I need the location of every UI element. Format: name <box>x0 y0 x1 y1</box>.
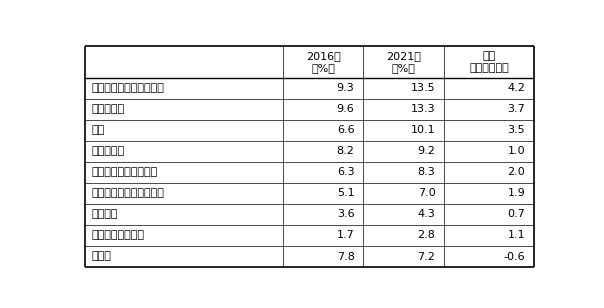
Text: 介護関係: 介護関係 <box>92 209 118 220</box>
Text: 6.3: 6.3 <box>337 168 355 177</box>
Text: 13.3: 13.3 <box>411 104 435 115</box>
Text: 4.2: 4.2 <box>507 83 525 93</box>
Text: 1.7: 1.7 <box>337 230 355 241</box>
Text: 英語以外の外国語: 英語以外の外国語 <box>92 230 144 241</box>
Text: 8.2: 8.2 <box>336 147 355 156</box>
Text: 3.5: 3.5 <box>507 125 525 136</box>
Text: 芸術・文化: 芸術・文化 <box>92 147 125 156</box>
Text: 7.8: 7.8 <box>336 252 355 261</box>
Text: 0.7: 0.7 <box>507 209 525 220</box>
Text: 7.0: 7.0 <box>417 188 435 198</box>
Text: 8.3: 8.3 <box>417 168 435 177</box>
Text: 9.2: 9.2 <box>417 147 435 156</box>
Text: 2021年
（%）: 2021年 （%） <box>387 51 422 73</box>
Text: -0.6: -0.6 <box>504 252 525 261</box>
Text: 家政・家事: 家政・家事 <box>92 104 125 115</box>
Text: 2016年
（%）: 2016年 （%） <box>306 51 341 73</box>
Text: 7.2: 7.2 <box>417 252 435 261</box>
Text: 1.1: 1.1 <box>507 230 525 241</box>
Text: 2.8: 2.8 <box>417 230 435 241</box>
Text: 5.1: 5.1 <box>337 188 355 198</box>
Text: 2.0: 2.0 <box>507 168 525 177</box>
Text: 英語: 英語 <box>92 125 105 136</box>
Text: 6.6: 6.6 <box>337 125 355 136</box>
Text: パソコンなどの情報処理: パソコンなどの情報処理 <box>92 83 164 93</box>
Text: 13.5: 13.5 <box>411 83 435 93</box>
Text: 9.3: 9.3 <box>337 83 355 93</box>
Text: 4.3: 4.3 <box>417 209 435 220</box>
Text: 増減
（ポイント）: 増減 （ポイント） <box>469 51 509 73</box>
Text: 9.6: 9.6 <box>337 104 355 115</box>
Text: その他: その他 <box>92 252 112 261</box>
Text: 10.1: 10.1 <box>411 125 435 136</box>
Text: 1.0: 1.0 <box>507 147 525 156</box>
Text: 3.7: 3.7 <box>507 104 525 115</box>
Text: 商業実務・ビジネス関係: 商業実務・ビジネス関係 <box>92 188 164 198</box>
Text: 3.6: 3.6 <box>337 209 355 220</box>
Text: 1.9: 1.9 <box>507 188 525 198</box>
Text: 人文・社会・自然科学: 人文・社会・自然科学 <box>92 168 158 177</box>
